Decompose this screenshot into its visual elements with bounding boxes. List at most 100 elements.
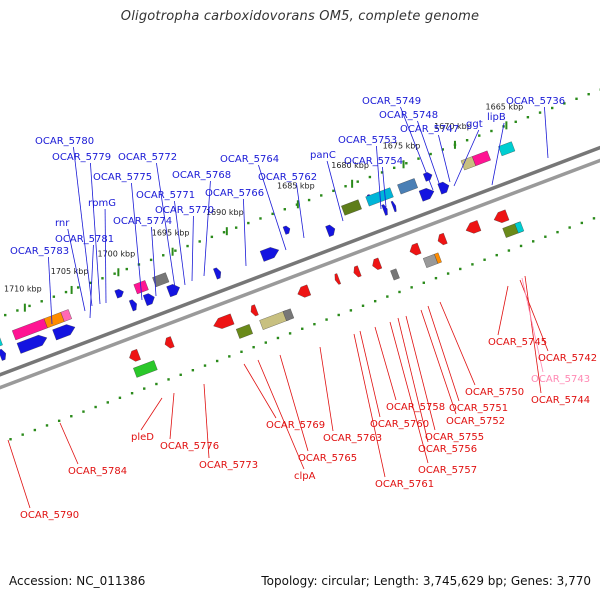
scale-tick-label: 1705 kbp	[51, 267, 89, 276]
forward-gene-arrow	[142, 293, 155, 306]
scale-dot	[203, 364, 207, 367]
forward-gene-box	[472, 150, 491, 167]
reverse-label-leader	[353, 333, 386, 478]
forward-label-leader	[326, 160, 344, 222]
scale-dot	[405, 162, 408, 165]
scale-dot	[40, 300, 43, 303]
forward-gene-label: OCAR_5772	[118, 152, 177, 163]
scale-dot	[380, 171, 384, 174]
scale-dot	[155, 382, 158, 386]
scale-dot	[465, 139, 469, 142]
forward-label-leader	[453, 129, 480, 187]
reverse-gene-label: OCAR_5742	[538, 353, 597, 364]
scale-dot	[337, 313, 340, 317]
reverse-gene-arrow	[213, 313, 235, 329]
scale-dot	[344, 185, 347, 188]
reverse-gene-box	[434, 252, 442, 264]
scale-dot	[417, 157, 420, 160]
forward-gene-label: OCAR_5770	[155, 205, 214, 216]
scale-dot	[483, 258, 486, 261]
forward-gene-label: panC	[310, 150, 336, 161]
scale-dot	[325, 318, 328, 321]
scale-dot	[191, 369, 195, 372]
reverse-label-leader	[203, 383, 210, 459]
reverse-gene-label: OCAR_5790	[20, 510, 79, 521]
scale-dot	[429, 152, 432, 156]
forward-gene-label: OCAR_5781	[55, 234, 114, 245]
forward-gene-arrow	[213, 267, 222, 280]
scale-dot	[459, 267, 462, 271]
scale-dot	[386, 295, 389, 298]
scale-dot	[551, 106, 554, 110]
reverse-gene-arrow	[372, 257, 383, 270]
scale-dot	[162, 254, 165, 257]
reverse-gene-label: OCAR_5765	[298, 453, 357, 464]
scale-dot	[174, 249, 177, 252]
scale-dot	[356, 180, 359, 183]
scale-dot	[446, 272, 450, 275]
forward-label-leader	[376, 145, 382, 210]
scale-dot	[167, 378, 170, 381]
scale-dot	[9, 438, 12, 441]
scale-dot	[422, 281, 426, 284]
forward-gene-arrow	[390, 200, 397, 213]
forward-gene-box	[60, 309, 73, 322]
scale-tick-label: 1665 kbp	[486, 102, 524, 111]
scale-dot	[179, 373, 182, 377]
scale-dot	[519, 244, 523, 248]
forward-gene-label: OCAR_5753	[338, 135, 397, 146]
forward-gene-arrow	[418, 188, 435, 202]
forward-gene-arrow	[282, 225, 291, 235]
scale-dot	[471, 263, 474, 266]
reverse-gene-arrow	[409, 242, 422, 256]
scale-dot	[21, 433, 24, 436]
forward-gene-box	[152, 272, 170, 288]
reverse-label-leader	[140, 397, 163, 431]
reverse-gene-box	[235, 324, 253, 339]
scale-dot	[478, 134, 481, 137]
reverse-gene-label: OCAR_5763	[323, 433, 382, 444]
forward-gene-arrow	[437, 181, 450, 195]
scale-dot	[368, 175, 372, 179]
forward-label-leader	[258, 164, 287, 251]
forward-gene-box	[397, 178, 418, 195]
forward-gene-label: OCAR_5771	[136, 190, 195, 201]
scale-dot	[28, 304, 31, 308]
reverse-gene-label: OCAR_5745	[488, 337, 547, 348]
scale-dot	[587, 92, 590, 96]
reverse-label-leader	[397, 317, 429, 443]
forward-gene-label: rpmG	[88, 198, 116, 209]
reverse-gene-label: OCAR_5756	[418, 444, 477, 455]
forward-gene-label: OCAR_5775	[93, 172, 152, 183]
scale-dot	[495, 253, 498, 257]
reverse-gene-label: OCAR_5758	[386, 402, 445, 413]
reverse-label-leader	[519, 279, 549, 352]
backbone	[0, 145, 600, 390]
scale-dot	[271, 212, 274, 216]
reverse-gene-label: OCAR_5752	[446, 416, 505, 427]
reverse-gene-arrow	[353, 265, 362, 278]
pseudo-label-leader	[521, 277, 544, 373]
reverse-gene-label: OCAR_5744	[531, 395, 590, 406]
scale-dot	[544, 235, 547, 238]
forward-label-leader	[89, 244, 94, 319]
scale-dot	[313, 322, 316, 326]
scale-tick-label: 1670 kbp	[434, 122, 472, 131]
scale-dot	[568, 226, 571, 229]
reverse-gene-label: OCAR_5784	[68, 466, 127, 477]
scale-dot	[64, 290, 68, 294]
forward-gene-box	[341, 199, 362, 216]
forward-label-leader	[417, 120, 441, 187]
scale-dot	[215, 359, 219, 363]
reverse-label-leader	[257, 359, 305, 470]
map-title: Oligotropha carboxidovorans OM5, complet…	[120, 9, 480, 24]
forward-gene-arrow	[16, 334, 48, 354]
forward-gene-label: lipB	[487, 112, 506, 123]
scale-dot	[398, 290, 401, 294]
reverse-gene-label: OCAR_5751	[449, 403, 508, 414]
scale-dot	[130, 392, 134, 395]
gene-labels: OCAR_5783 rnr OCAR_5781 rpmG OCAR_5779 OCAR_5…	[10, 96, 597, 521]
forward-label-leader	[296, 182, 305, 239]
scale-dot	[101, 277, 104, 280]
